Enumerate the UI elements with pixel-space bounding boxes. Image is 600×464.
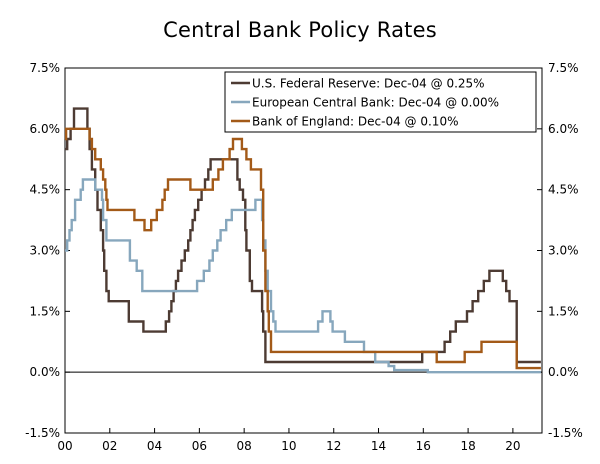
y-tick-label-right: 1.5%	[548, 304, 579, 318]
y-tick-label-right: -1.5%	[548, 426, 583, 440]
x-tick-label: 08	[237, 439, 252, 453]
y-tick-label-left: 4.5%	[30, 183, 61, 197]
x-tick-label: 00	[57, 439, 72, 453]
series-layer	[64, 107, 541, 374]
y-tick-label-left: -1.5%	[25, 426, 60, 440]
x-tick-label: 12	[326, 439, 341, 453]
x-tick-label: 16	[416, 439, 431, 453]
y-tick-label-left: 0.0%	[30, 365, 61, 379]
x-tick-label: 02	[102, 439, 117, 453]
legend-label-1: European Central Bank: Dec-04 @ 0.00%	[252, 96, 499, 110]
y-tick-label-left: 1.5%	[30, 304, 61, 318]
y-tick-label-right: 7.5%	[548, 61, 579, 75]
legend-label-2: Bank of England: Dec-04 @ 0.10%	[252, 115, 458, 129]
y-tick-label-left: 6.0%	[30, 122, 61, 136]
y-tick-label-left: 3.0%	[30, 244, 61, 258]
x-tick-label: 20	[505, 439, 520, 453]
series-line-0	[65, 107, 541, 364]
chart-title: Central Bank Policy Rates	[163, 18, 437, 42]
y-tick-label-left: 7.5%	[30, 61, 61, 75]
legend-label-0: U.S. Federal Reserve: Dec-04 @ 0.25%	[252, 77, 485, 91]
y-tick-label-right: 3.0%	[548, 244, 579, 258]
y-tick-label-right: 4.5%	[548, 183, 579, 197]
x-tick-label: 04	[147, 439, 162, 453]
x-tick-label: 06	[192, 439, 207, 453]
legend-box	[224, 71, 537, 133]
series-line-2	[64, 127, 541, 370]
legend: U.S. Federal Reserve: Dec-04 @ 0.25% Euro…	[224, 71, 537, 133]
y-tick-label-right: 6.0%	[548, 122, 579, 136]
x-tick-label: 18	[460, 439, 475, 453]
x-tick-label: 14	[371, 439, 386, 453]
series-line-1	[65, 178, 541, 374]
y-tick-label-right: 0.0%	[548, 365, 579, 379]
x-tick-label: 10	[281, 439, 296, 453]
